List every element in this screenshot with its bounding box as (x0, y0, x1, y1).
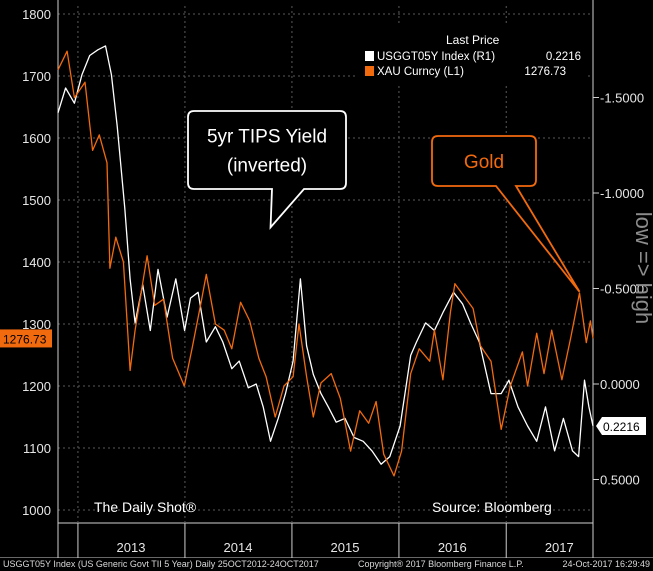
last-value-label-tips: 0.2216 (603, 420, 640, 434)
last-value-markers: 0.2216 1276.73 (0, 329, 646, 436)
footer-center: Copyright® 2017 Bloomberg Finance L.P. (358, 559, 524, 569)
x-tick-label: 2013 (117, 540, 146, 555)
credit-source: Source: Bloomberg (432, 499, 552, 515)
callouts: 5yr TIPS Yield (inverted) Gold (187, 110, 581, 293)
right-tick-label: -0.5000 (600, 282, 644, 297)
right-tick-label: 0.0000 (600, 377, 640, 392)
credit-daily-shot: The Daily Shot® (94, 499, 197, 515)
left-tick-label: 1700 (22, 69, 51, 84)
left-tick-label: 1000 (22, 503, 51, 518)
legend-box (358, 26, 586, 84)
legend-value-tips: 0.2216 (546, 51, 581, 63)
left-tick-label: 1600 (22, 131, 51, 146)
legend-value-gold: 1276.73 (524, 66, 566, 78)
x-tick-label: 2015 (331, 540, 360, 555)
callout-text-gold: Gold (464, 152, 504, 173)
left-tick-label: 1100 (23, 441, 51, 456)
callout-box-gold (431, 135, 581, 293)
legend-title: Last Price (446, 33, 500, 47)
last-value-label-gold: 1276.73 (3, 332, 47, 346)
callout-text-tips: (inverted) (227, 156, 307, 177)
series-line-tips (57, 45, 594, 465)
left-tick-label: 1800 (22, 7, 51, 22)
footer-bar (0, 558, 653, 571)
last-value-box-tips (596, 417, 646, 436)
legend: Last Price USGGT05Y Index (R1) 0.2216 XA… (358, 26, 586, 84)
callout-box-tips (187, 110, 347, 230)
last-value-box-gold (0, 329, 52, 348)
footer-left: USGGT05Y Index (US Generic Govt TII 5 Ye… (3, 559, 319, 569)
x-axis: 2013 2014 2015 2016 2017 (77, 523, 574, 558)
right-y-axis: 0.5000 0.0000 -0.5000 -1.0000 -1.5000 (593, 91, 644, 488)
legend-swatch-gold (365, 66, 374, 76)
callout-text-tips: 5yr TIPS Yield (207, 127, 327, 148)
left-y-axis: 1000 1100 1200 1300 1400 1500 1600 1700 1800 (22, 7, 51, 518)
x-tick-label: 2016 (438, 540, 467, 555)
x-tick-label: 2014 (224, 540, 253, 555)
right-axis-direction-label: low => high (631, 212, 653, 325)
legend-swatch-tips (365, 51, 374, 61)
right-tick-label: -1.0000 (600, 186, 644, 201)
x-tick-label: 2017 (545, 540, 574, 555)
series-line-gold (57, 50, 594, 477)
series-lines (57, 45, 594, 477)
right-tick-label: -1.5000 (600, 91, 644, 106)
left-tick-label: 1200 (22, 379, 51, 394)
right-tick-label: 0.5000 (600, 473, 640, 488)
legend-label-gold: XAU Curncy (L1) (377, 66, 464, 78)
left-tick-label: 1400 (22, 255, 51, 270)
left-tick-label: 1500 (22, 193, 51, 208)
left-tick-label: 1300 (22, 317, 51, 332)
footer-right: 24-Oct-2017 16:29:49 (562, 559, 650, 569)
legend-label-tips: USGGT05Y Index (R1) (377, 51, 495, 63)
